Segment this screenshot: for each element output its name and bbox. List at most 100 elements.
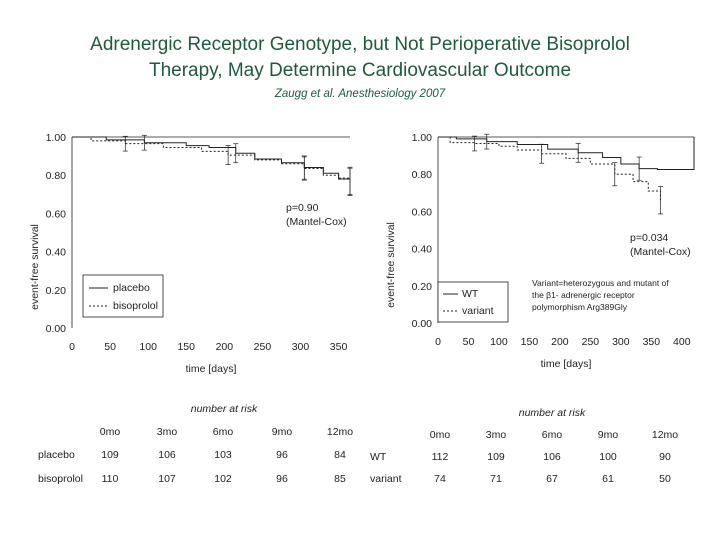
left-x-tick-label: 50	[104, 341, 116, 353]
risk_left-column-header: 3mo	[157, 426, 178, 438]
risk_right-cell: 106	[543, 451, 561, 463]
left-series-bisoprolol-line	[72, 136, 351, 182]
risk_right-cell: 67	[546, 473, 558, 485]
risk_right-row-label: WT	[370, 451, 387, 463]
left-y-tick-label: 0.80	[46, 170, 67, 182]
right-y-tick-label: 0.60	[412, 206, 433, 218]
risk_right-cell: 90	[659, 451, 671, 463]
right-xlabel: time [days]	[541, 358, 592, 370]
left-x-tick-label: 100	[139, 341, 157, 353]
right-ylabel: event-free survival	[385, 222, 397, 308]
risk_left-cell: 84	[334, 449, 346, 461]
right-x-tick-label: 150	[521, 336, 539, 348]
risk_right-column-header: 3mo	[486, 429, 507, 441]
right-y-tick-label: 0.80	[412, 169, 433, 181]
risk_right-column-header: 0mo	[430, 429, 451, 441]
right-annotation-test: (Mantel-Cox)	[630, 246, 691, 258]
left-legend: placebo bisoprolol	[82, 274, 164, 318]
right-legend: WT variant	[437, 281, 509, 323]
left-y-tick-label: 0.60	[46, 208, 67, 220]
left-y-tick-label: 0.40	[46, 247, 67, 259]
risk_right-row-label: variant	[370, 473, 402, 485]
risk_right-cell: 61	[602, 473, 614, 485]
risk_left-row-label: placebo	[38, 449, 75, 461]
left-ylabel: event-free survival	[29, 224, 41, 310]
right-y-tick-label: 0.40	[412, 244, 433, 256]
left-x-tick-label: 0	[69, 341, 75, 353]
right-x-tick-label: 350	[643, 336, 661, 348]
right-y-tick-label: 0.20	[412, 281, 433, 293]
right-x-tick-label: 200	[551, 336, 569, 348]
risk_left-cell: 106	[158, 449, 176, 461]
left-legend-box	[82, 274, 164, 318]
right-axes: 1.00 0.80 0.60 0.40 0.20 0.000 50 100 150 200 250 3…	[412, 132, 694, 370]
legend-placebo: placebo	[113, 282, 150, 294]
legend-variant: variant	[462, 305, 494, 317]
left-x-tick-label: 200	[216, 341, 234, 353]
risk_right-column-header: 9mo	[598, 429, 619, 441]
risk_left-cell: 96	[276, 473, 288, 485]
left-annotation-test: (Mantel-Cox)	[286, 216, 347, 228]
left-y-axis-label: event-free survival	[29, 224, 41, 310]
left-x-tick-label: 350	[330, 341, 348, 353]
right-x-tick-label: 300	[612, 336, 630, 348]
right-y-tick-label: 1.00	[412, 132, 433, 144]
risk_left-cell: 107	[158, 473, 176, 485]
risk_left-cell: 103	[214, 449, 232, 461]
right-x-tick-label: 250	[582, 336, 600, 348]
risk_right-cell: 50	[659, 473, 671, 485]
right-y-axis-label: event-free survival	[385, 222, 397, 308]
left-survival-chart: event-free survival 1.00 0.80 0.60 0.40 0.20…	[29, 132, 353, 375]
risk_left-cell: 85	[334, 473, 346, 485]
right-series-variant-line	[438, 136, 661, 201]
left-y-tick-label: 0.20	[46, 285, 67, 297]
risk_left-row-label: bisoprolol	[38, 473, 83, 485]
risk_right-cell: 100	[599, 451, 617, 463]
risk_right-cell: 74	[434, 473, 446, 485]
legend-bisoprolol: bisoprolol	[113, 300, 158, 312]
left-risk-table: number at risk 0mo 3mo 6mo 9mo 12mo placebo 10…	[38, 403, 353, 485]
right-x-tick-label: 100	[490, 336, 508, 348]
right-x-tick-label: 50	[463, 336, 475, 348]
risk_left-column-header: 9mo	[272, 426, 293, 438]
risk_left-cell: 109	[101, 449, 119, 461]
variant-note-line-3: polymorphism Arg389Gly	[532, 302, 627, 312]
citation: Zaugg et al. Anesthesiology 2007	[274, 88, 446, 100]
risk_left-column-header: 12mo	[327, 426, 353, 438]
risk_left-cell: 102	[214, 473, 232, 485]
risk_left-cell: 96	[276, 449, 288, 461]
right-series	[438, 133, 695, 215]
left-risk-heading: number at risk	[191, 403, 258, 415]
risk_right-column-header: 12mo	[652, 429, 678, 441]
risk_right-column-header: 6mo	[542, 429, 563, 441]
variant-note-line-2: the β1- adrenergic receptor	[532, 290, 635, 300]
right-risk-table: number at risk 0mo 3mo 6mo 9mo 12mo WT 112 109 1…	[370, 407, 678, 485]
risk_right-cell: 71	[490, 473, 502, 485]
left-annotation-p: p=0.90	[286, 202, 319, 214]
risk_right-cell: 109	[487, 451, 505, 463]
title-line-1: Adrenergic Receptor Genotype, but Not Pe…	[90, 34, 630, 55]
right-annotation-p: p=0.034	[630, 232, 668, 244]
left-xlabel: time [days]	[186, 363, 237, 375]
variant-note: Variant=heterozygous and mutant of the β…	[532, 277, 702, 313]
risk_left-column-header: 6mo	[213, 426, 234, 438]
title-line-2: Therapy, May Determine Cardiovascular Ou…	[148, 60, 572, 81]
left-axes: 1.00 0.80 0.60 0.40 0.20 0.000 50 100 150 200 250 3…	[46, 132, 350, 375]
left-x-tick-label: 250	[254, 341, 272, 353]
risk_left-column-header: 0mo	[100, 426, 121, 438]
risk_left-cell: 110	[102, 473, 119, 485]
left-series	[72, 134, 353, 196]
legend-wt: WT	[462, 288, 479, 300]
variant-note-line-1: Variant=heterozygous and mutant of	[532, 278, 669, 288]
right-y-tick-label: 0.00	[412, 318, 433, 330]
right-risk-heading: number at risk	[519, 407, 586, 419]
left-x-tick-label: 300	[292, 341, 310, 353]
left-y-tick-label: 1.00	[46, 132, 67, 144]
right-x-tick-label: 0	[435, 336, 441, 348]
left-x-tick-label: 150	[177, 341, 195, 353]
right-x-tick-label: 400	[673, 336, 691, 348]
right-legend-box	[437, 281, 509, 323]
risk_right-cell: 112	[432, 451, 449, 463]
slide-title: Adrenergic Receptor Genotype, but Not Pe…	[0, 32, 720, 84]
right-survival-chart: event-free survival 1.00 0.80 0.60 0.40 0.20…	[385, 132, 695, 370]
